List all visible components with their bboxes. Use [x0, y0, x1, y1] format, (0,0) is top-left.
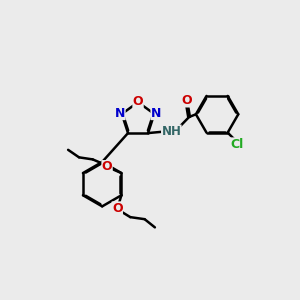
Text: O: O — [102, 160, 112, 173]
Text: N: N — [151, 107, 161, 120]
Text: NH: NH — [161, 125, 181, 138]
Text: O: O — [133, 95, 143, 108]
Text: Cl: Cl — [230, 138, 244, 151]
Text: N: N — [115, 107, 125, 120]
Text: O: O — [112, 202, 123, 215]
Text: O: O — [182, 94, 192, 107]
